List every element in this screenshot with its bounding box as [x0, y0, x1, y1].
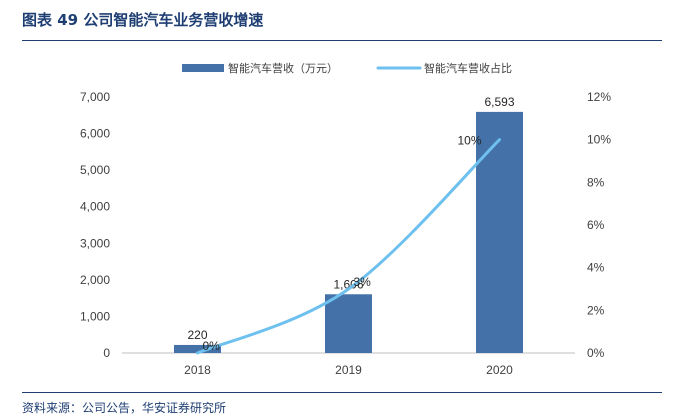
- y-left-tick-label: 4,000: [80, 200, 110, 214]
- y-right-tick-label: 4%: [587, 261, 605, 275]
- line-value-label: 0%: [203, 339, 221, 353]
- y-left-tick-label: 1,000: [80, 309, 110, 323]
- x-tick-label: 2019: [335, 363, 362, 377]
- bar-value-label: 220: [187, 328, 207, 342]
- chart-title: 图表 49 公司智能汽车业务营收增速: [22, 11, 264, 29]
- chart-canvas: 0 1,000 2,000 3,000 4,000 5,000 6,000 7,000 0% 2%…: [80, 61, 611, 377]
- title-rule: [22, 40, 662, 41]
- y-left-tick-label: 7,000: [80, 90, 110, 104]
- bar: [174, 344, 221, 353]
- y-right-tick-label: 12%: [587, 90, 611, 104]
- line-value-label: 3%: [354, 275, 372, 289]
- y-right-tick-label: 6%: [587, 218, 605, 232]
- y-left-tick-label: 6,000: [80, 127, 110, 141]
- y-left-tick-label: 5,000: [80, 163, 110, 177]
- bar-value-label: 6,593: [484, 95, 514, 109]
- legend-label-bar: 智能汽车营收（万元）: [228, 61, 338, 75]
- source-note: 资料来源：公司公告，华安证券研究所: [22, 401, 227, 415]
- y-left-tick-label: 3,000: [80, 236, 110, 250]
- y-right-tick-label: 2%: [587, 303, 605, 317]
- y-right-tick-label: 10%: [587, 133, 611, 147]
- bar: [476, 111, 523, 353]
- x-tick-label: 2020: [486, 363, 513, 377]
- y-right-tick-label: 8%: [587, 175, 605, 189]
- legend-swatch-bar: [182, 64, 224, 72]
- series-line: [196, 138, 501, 355]
- legend-label-line: 智能汽车营收占比: [424, 61, 512, 75]
- y-right-tick-label: 0%: [587, 346, 605, 360]
- line-value-label: 10%: [457, 134, 481, 148]
- bar-value-label: 1,606: [333, 277, 363, 291]
- y-left-tick-label: 2,000: [80, 273, 110, 287]
- footer-rule: [22, 392, 662, 393]
- x-tick-label: 2018: [184, 363, 211, 377]
- y-left-tick-label: 0: [103, 346, 110, 360]
- bar: [325, 294, 372, 353]
